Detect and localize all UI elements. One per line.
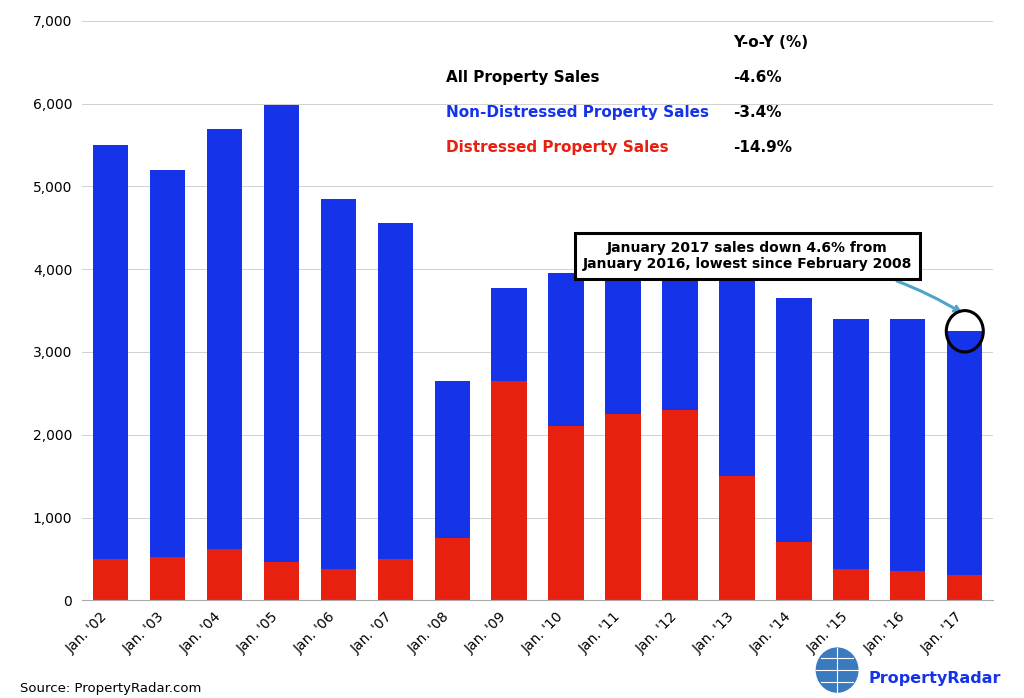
Bar — [947, 332, 982, 575]
Text: -14.9%: -14.9% — [733, 140, 793, 155]
Text: -4.6%: -4.6% — [733, 70, 782, 85]
Bar — [321, 569, 356, 600]
Bar — [834, 319, 868, 569]
Bar — [890, 571, 926, 600]
Text: Non-Distressed Property Sales: Non-Distressed Property Sales — [446, 105, 710, 120]
Bar — [834, 569, 868, 600]
Bar — [890, 319, 926, 571]
Text: Source: PropertyRadar.com: Source: PropertyRadar.com — [20, 681, 202, 695]
Bar — [663, 410, 697, 600]
Bar — [434, 538, 470, 600]
Bar — [605, 414, 641, 600]
Bar — [150, 557, 185, 600]
Bar — [947, 575, 982, 600]
Bar — [150, 170, 185, 557]
Bar — [378, 223, 413, 559]
Circle shape — [816, 648, 858, 692]
Bar — [605, 269, 641, 414]
Text: -3.4%: -3.4% — [733, 105, 782, 120]
Bar — [719, 476, 755, 600]
Bar — [378, 559, 413, 600]
Text: All Property Sales: All Property Sales — [446, 70, 600, 85]
Bar — [434, 381, 470, 538]
Bar — [549, 426, 584, 600]
Bar — [776, 542, 812, 600]
Bar — [321, 199, 356, 569]
Bar — [492, 381, 526, 600]
Bar — [93, 145, 128, 559]
Text: Distressed Property Sales: Distressed Property Sales — [446, 140, 669, 155]
Bar — [207, 128, 242, 549]
Bar — [663, 261, 697, 410]
Bar — [93, 559, 128, 600]
Text: PropertyRadar: PropertyRadar — [868, 671, 1000, 686]
Text: Y-o-Y (%): Y-o-Y (%) — [733, 36, 809, 50]
Text: January 2017 sales down 4.6% from
January 2016, lowest since February 2008: January 2017 sales down 4.6% from Januar… — [583, 241, 959, 311]
Bar — [776, 298, 812, 542]
Bar — [207, 549, 242, 600]
Bar — [263, 562, 299, 600]
Bar — [719, 261, 755, 476]
Bar — [263, 105, 299, 562]
Bar — [492, 288, 526, 381]
Bar — [549, 274, 584, 426]
